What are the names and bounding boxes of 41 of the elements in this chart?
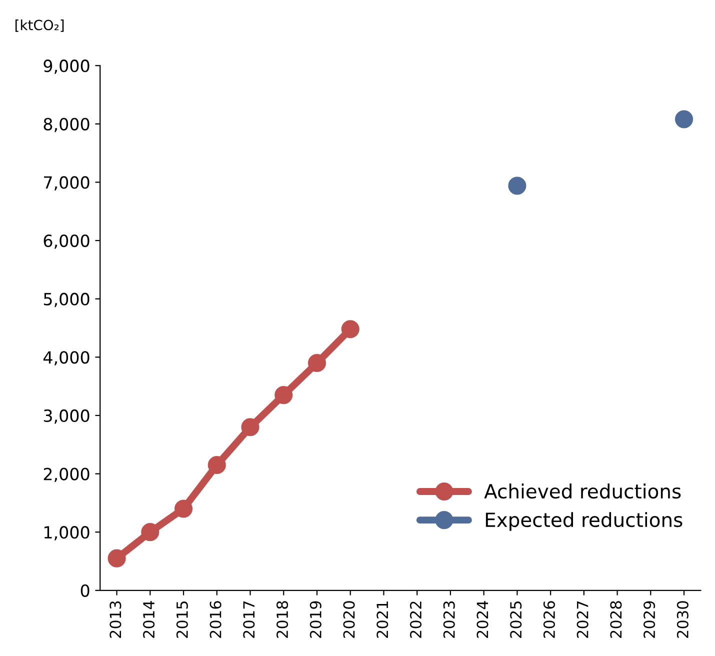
y-tick-label: 2,000 (44, 468, 90, 482)
y-tick-label: 3,000 (44, 409, 90, 424)
point (274, 386, 293, 404)
point (108, 549, 126, 568)
y-tick-label: 0 (80, 584, 90, 597)
point (208, 456, 226, 474)
y-axis-title: [ktCO₂] (15, 20, 64, 32)
y-tick-label: 5,000 (44, 292, 90, 308)
point (674, 110, 694, 128)
x-tick-label: 2027 (576, 601, 588, 638)
x-tick-label: 2021 (376, 602, 388, 638)
y-tick-label: 8,000 (44, 118, 90, 132)
point (308, 354, 326, 372)
x-tick-label: 2015 (176, 601, 188, 638)
x-tick-label: 2019 (310, 601, 322, 638)
legend-label: Expected reductions (486, 512, 682, 531)
x-tick-label: 2014 (143, 600, 155, 638)
point (141, 523, 160, 542)
legend-label: Achieved reductions (484, 484, 681, 499)
y-tick-label: 7,000 (44, 176, 90, 190)
x-tick-label: 2017 (243, 601, 255, 638)
x-tick-label: 2029 (644, 601, 656, 638)
x-tick-label: 2028 (610, 601, 622, 638)
x-tick-label: 2024 (476, 600, 488, 638)
x-tick-label: 2023 (443, 601, 455, 638)
y-tick-label: 9,000 (44, 60, 90, 74)
y-tick-label: 4,000 (43, 351, 90, 366)
x-tick-label: 2018 (276, 601, 288, 638)
point (341, 320, 360, 338)
x-tick-label: 2022 (410, 602, 422, 638)
x-tick-label: 2013 (110, 601, 122, 638)
y-tick-label: 6,000 (44, 234, 90, 249)
x-tick-label: 2020 (343, 601, 355, 638)
x-tick-label: 2030 (676, 601, 688, 638)
point (174, 500, 193, 518)
point (241, 418, 260, 436)
point (508, 176, 526, 195)
y-tick-label: 1,000 (44, 526, 90, 540)
x-tick-label: 2025 (510, 601, 522, 638)
x-tick-label: 2026 (543, 601, 555, 638)
x-tick-label: 2016 (210, 601, 222, 638)
